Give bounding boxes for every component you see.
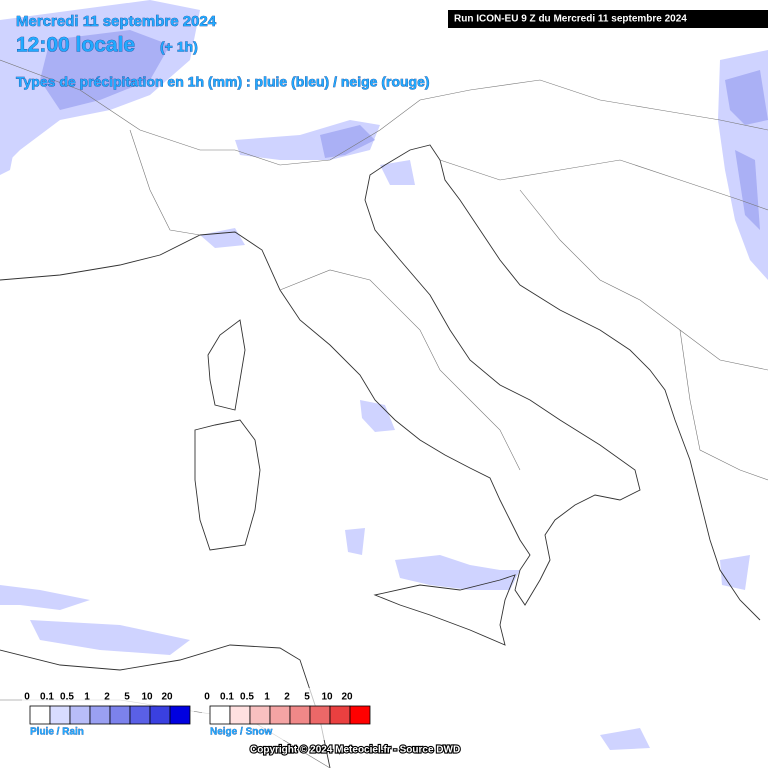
legend-label: Neige / Snow (210, 727, 272, 738)
precipitation (0, 0, 768, 750)
coastlines (0, 144, 761, 768)
legend-swatch (69, 705, 91, 725)
legend-tick: 0.1 (220, 692, 234, 703)
legend-tick: 1 (84, 692, 90, 703)
subtitle: Types de précipitation en 1h (mm) : plui… (16, 74, 430, 90)
offset: (+ 1h) (160, 39, 198, 55)
legend-swatch (249, 705, 271, 725)
legend-swatch (169, 705, 191, 725)
legend-tick: 5 (124, 692, 130, 703)
run-banner: Run ICON-EU 9 Z du Mercredi 11 septembre… (454, 14, 687, 25)
legend-swatch (269, 705, 291, 725)
legend-swatch (289, 705, 311, 725)
legend-swatch (89, 705, 111, 725)
legend-tick: 0.5 (240, 692, 254, 703)
date: Mercredi 11 septembre 2024 (16, 13, 217, 30)
time: 12:00 locale (16, 34, 135, 57)
legend-swatch (349, 705, 371, 725)
legend-swatch (209, 705, 231, 725)
legend-tick: 20 (341, 692, 353, 703)
legend-tick: 1 (264, 692, 270, 703)
legend-tick: 10 (141, 692, 153, 703)
run-banner-bg (448, 10, 768, 28)
legend-swatch (309, 705, 331, 725)
legend-swatch (329, 705, 351, 725)
footer: Copyright © 2024 Meteociel.fr - Source D… (250, 745, 460, 756)
legend-tick: 0.5 (60, 692, 74, 703)
legend-tick: 2 (104, 692, 110, 703)
legend-tick: 10 (321, 692, 333, 703)
legend-swatch (129, 705, 151, 725)
legend-tick: 2 (284, 692, 290, 703)
legend-tick: 5 (304, 692, 310, 703)
legend-swatch (149, 705, 171, 725)
legend-label: Pluie / Rain (30, 727, 84, 738)
legends: 0 0.1 0.5 1 2 5 10 20 Pluie / Rain 0 0.1 0.5 1 2 5 10 20… (22, 688, 374, 740)
legend-swatch (49, 705, 71, 725)
legend-tick: 0.1 (40, 692, 54, 703)
legend-swatch (229, 705, 251, 725)
legend-tick: 0 (24, 692, 30, 703)
legend-swatch (29, 705, 51, 725)
legend-tick: 20 (161, 692, 173, 703)
legend-tick: 0 (204, 692, 210, 703)
legend-swatch (109, 705, 131, 725)
